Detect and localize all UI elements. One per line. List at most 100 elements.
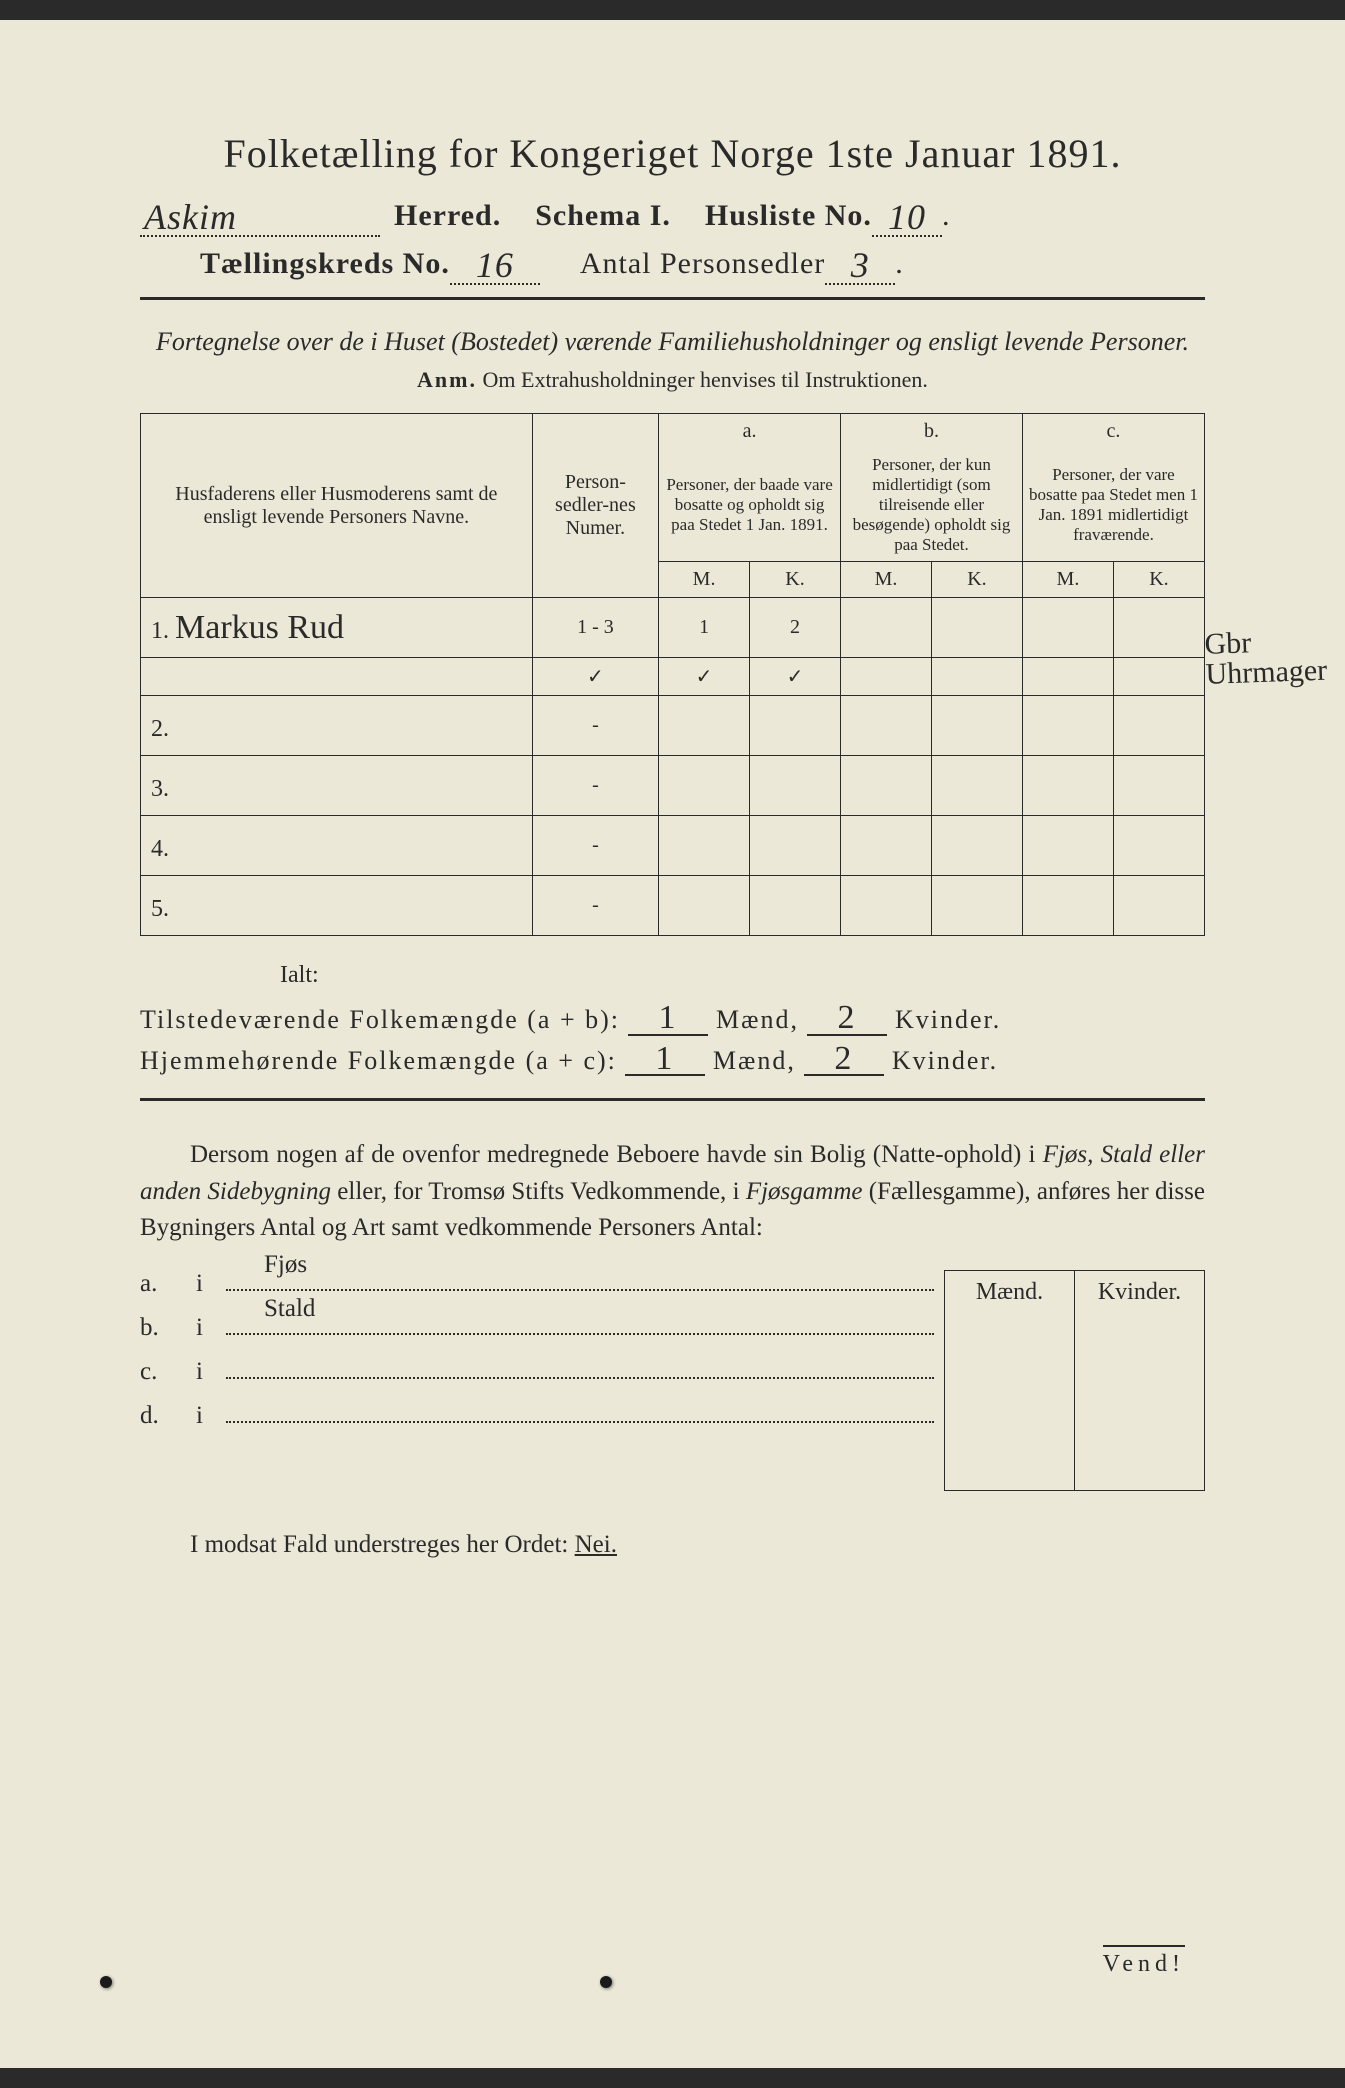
paragraph: Dersom nogen af de ovenfor medregnede Be…: [140, 1137, 1205, 1246]
table-row: 4. -: [141, 816, 1205, 876]
bygning-dots: [226, 1359, 934, 1379]
margin-note: Gbr Uhrmager: [1204, 626, 1316, 690]
cell-ck: [1113, 816, 1204, 876]
totals-line-1: Tilstedeværende Folkemængde (a + b): 1 M…: [140, 1003, 1205, 1036]
cell-cm: [1022, 816, 1113, 876]
totals-1-m: 1: [628, 1003, 708, 1036]
kvinder-label-2: Kvinder.: [892, 1046, 998, 1076]
pin-icon: [100, 1976, 112, 1988]
bygning-cell: [1075, 1315, 1205, 1359]
bygning-i: i: [196, 1402, 226, 1430]
cell-cm: [1022, 876, 1113, 936]
schema-label: Schema I.: [535, 199, 671, 233]
cell-cm: [1022, 696, 1113, 756]
subtitle: Fortegnelse over de i Huset (Bostedet) v…: [140, 324, 1205, 359]
cell-bk: [931, 598, 1022, 658]
maend-label: Mænd,: [716, 1005, 799, 1035]
bygning-lbl: c.: [140, 1358, 196, 1386]
vend-label: Vend!: [1103, 1945, 1185, 1978]
row-num: 4.: [141, 816, 533, 876]
cell-ck: [1113, 756, 1204, 816]
th-cm: M.: [1022, 562, 1113, 598]
row-num: 2.: [141, 696, 533, 756]
th-ak: K.: [750, 562, 841, 598]
cell-cm: [1022, 756, 1113, 816]
bygning-row: d.i: [140, 1402, 934, 1446]
th-bk: K.: [931, 562, 1022, 598]
cell-bk: [931, 756, 1022, 816]
cell-num: -: [532, 876, 658, 936]
cell-ck: [1113, 696, 1204, 756]
maend-label-2: Mænd,: [713, 1046, 796, 1076]
herred-value: Askim: [140, 199, 380, 237]
th-bm: M.: [841, 562, 932, 598]
cell-bk: [931, 816, 1022, 876]
cell-bm: [841, 876, 932, 936]
bygning-lbl: b.: [140, 1314, 196, 1342]
herred-label: Herred.: [394, 199, 501, 233]
personsedler-value: 3: [825, 247, 895, 285]
census-form-page: Folketælling for Kongeriget Norge 1ste J…: [0, 20, 1345, 2068]
header-line-2: Tællingskreds No. 16 Antal Personsedler …: [140, 243, 1205, 281]
cell-num: -: [532, 696, 658, 756]
bygning-lbl: a.: [140, 1270, 196, 1298]
cell-bk: [931, 696, 1022, 756]
cell-num: -: [532, 756, 658, 816]
table-row-checks: ✓✓✓: [141, 658, 1205, 696]
table-wrapper: Husfaderens eller Husmoderens samt de en…: [140, 413, 1205, 936]
husliste-label: Husliste No.: [705, 199, 872, 233]
bygning-name: Stald: [264, 1295, 321, 1323]
kreds-label: Tællingskreds No.: [200, 247, 450, 281]
bygning-i: i: [196, 1314, 226, 1342]
bygning-dots: [226, 1403, 934, 1423]
cell-am: [659, 816, 750, 876]
bygning-cell: [1075, 1447, 1205, 1491]
totals-2-label: Hjemmehørende Folkemængde (a + c):: [140, 1046, 617, 1076]
cell-ak: [750, 756, 841, 816]
row-num: 3.: [141, 756, 533, 816]
check-num: ✓: [532, 658, 658, 696]
bygning-rows: a.iFjøsb.iStaldc.id.i: [140, 1270, 934, 1491]
cell-ak: [750, 876, 841, 936]
cell-am: [659, 696, 750, 756]
header-line-1: Askim Herred. Schema I. Husliste No. 10 …: [140, 195, 1205, 233]
bygning-cell: [945, 1359, 1075, 1403]
personsedler-label: Antal Personsedler: [580, 247, 825, 281]
th-a: Personer, der baade vare bosatte og opho…: [659, 449, 841, 562]
cell-bm: [841, 598, 932, 658]
th-b-title: b.: [841, 414, 1023, 450]
th-a-title: a.: [659, 414, 841, 450]
cell-ak: 2: [750, 598, 841, 658]
cell-ak: [750, 696, 841, 756]
main-table: Husfaderens eller Husmoderens samt de en…: [140, 413, 1205, 936]
bygning-cell: [945, 1447, 1075, 1491]
th-name: Husfaderens eller Husmoderens samt de en…: [141, 414, 533, 598]
bygning-th-m: Mænd.: [945, 1271, 1075, 1315]
bygning-i: i: [196, 1270, 226, 1298]
bygning-row: c.i: [140, 1358, 934, 1402]
cell-ck: [1113, 598, 1204, 658]
check-am: ✓: [659, 658, 750, 696]
pin-icon: [600, 1976, 612, 1988]
anm-text: Om Extrahusholdninger henvises til Instr…: [483, 367, 928, 392]
bygning-dots: Fjøs: [226, 1271, 934, 1291]
bygning-cell: [945, 1403, 1075, 1447]
bygning-dots: Stald: [226, 1315, 934, 1335]
bygning-name: Fjøs: [264, 1251, 313, 1279]
th-num: Person-sedler-nes Numer.: [532, 414, 658, 598]
cell-bm: [841, 816, 932, 876]
totals-2-m: 1: [625, 1044, 705, 1077]
anm-label: Anm.: [417, 367, 477, 392]
bygning-table: Mænd.Kvinder.: [944, 1270, 1205, 1491]
bygning-i: i: [196, 1358, 226, 1386]
cell-am: 1: [659, 598, 750, 658]
cell-bm: [841, 756, 932, 816]
bygning-cell: [1075, 1359, 1205, 1403]
th-c-title: c.: [1022, 414, 1204, 450]
th-ck: K.: [1113, 562, 1204, 598]
totals-2-k: 2: [804, 1044, 884, 1077]
ialt-label: Ialt:: [280, 962, 1205, 989]
kvinder-label: Kvinder.: [895, 1005, 1001, 1035]
table-row: 3. -: [141, 756, 1205, 816]
nei-line: I modsat Fald understreges her Ordet: Ne…: [190, 1531, 1205, 1559]
